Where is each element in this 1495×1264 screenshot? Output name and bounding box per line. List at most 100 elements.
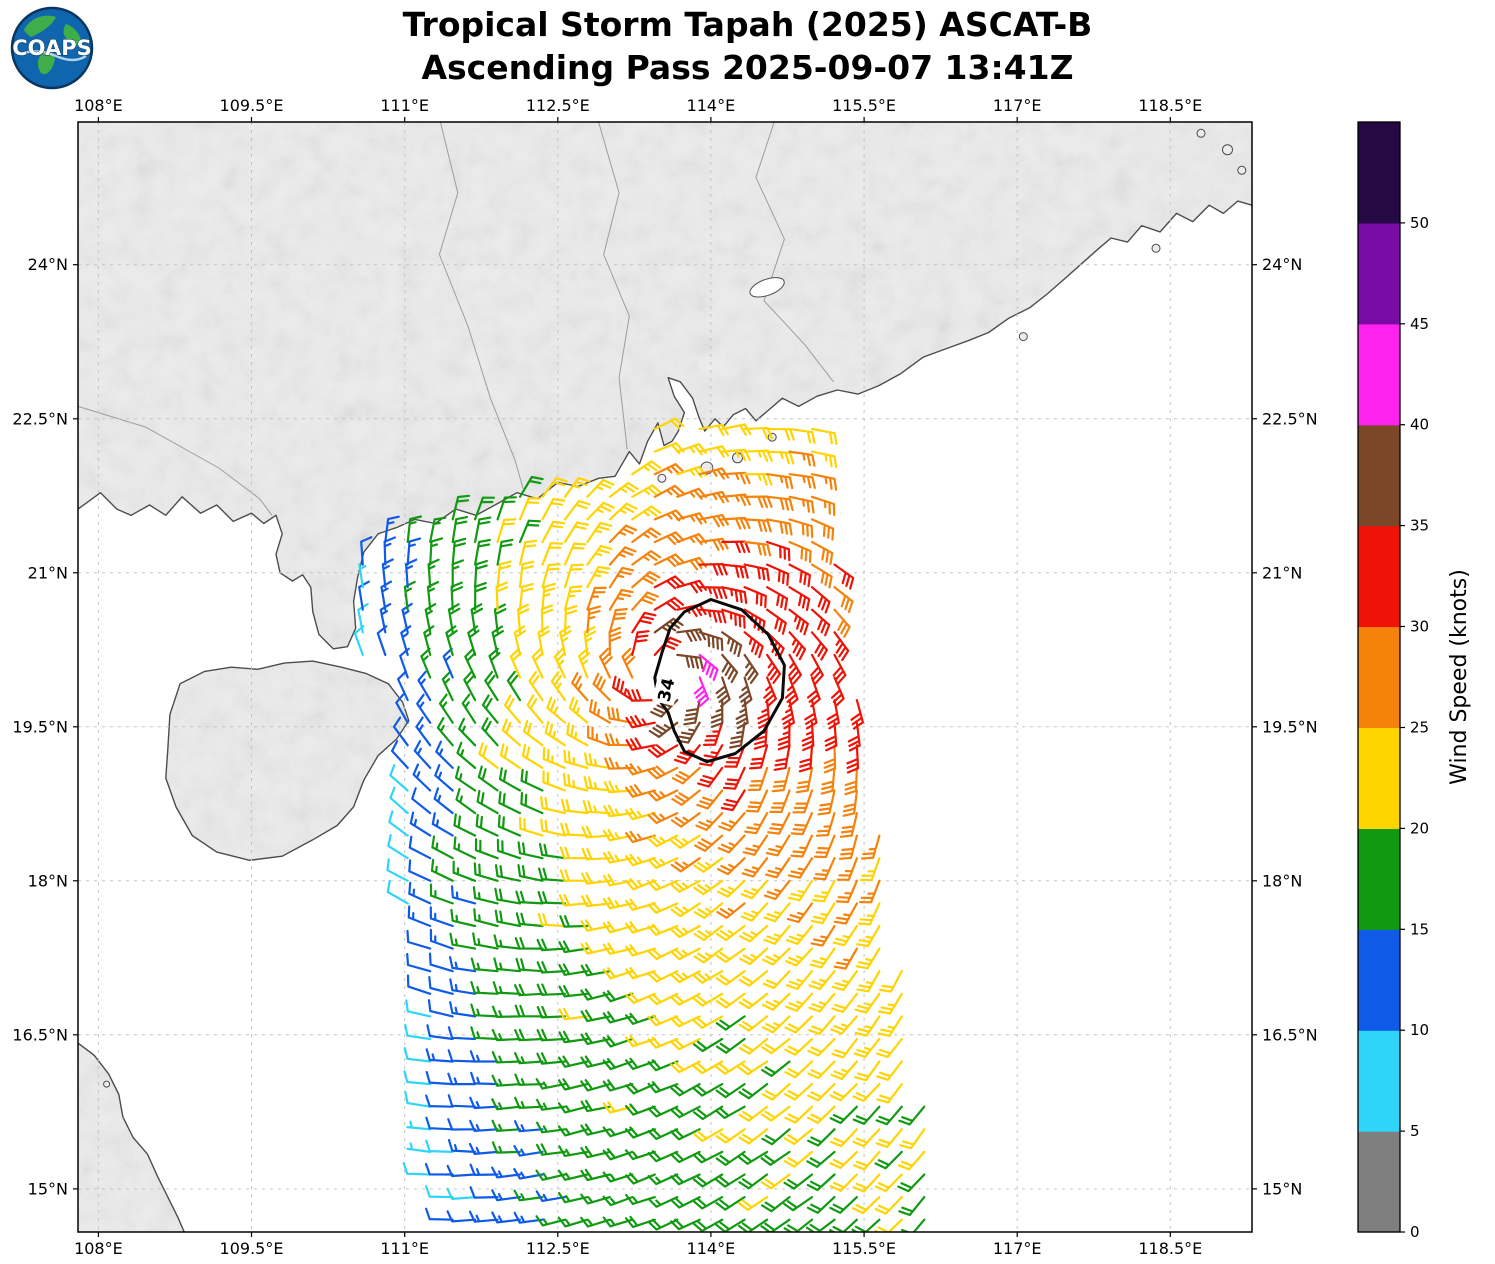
- lon-tick-label-top: 109.5°E: [220, 96, 284, 115]
- wind-barb: [384, 515, 400, 544]
- wind-barb: [389, 764, 409, 792]
- wind-barb: [762, 947, 791, 966]
- wind-barb: [738, 676, 753, 708]
- wind-barb: [715, 947, 746, 963]
- wind-barb: [449, 978, 477, 995]
- wind-barb: [608, 626, 622, 656]
- colorbar-tick-label: 0: [1410, 1223, 1420, 1241]
- lat-tick-label-right: 24°N: [1262, 255, 1302, 274]
- wind-barb: [696, 789, 724, 810]
- wind-barb: [795, 766, 814, 794]
- lon-tick-label-top: 117°E: [993, 96, 1042, 115]
- colorbar-tick-label: 45: [1410, 315, 1429, 333]
- wind-barb: [407, 905, 432, 928]
- wind-barb: [412, 763, 432, 792]
- wind-barb: [738, 1128, 769, 1145]
- wind-barb: [450, 885, 477, 905]
- wind-barb: [781, 699, 795, 730]
- wind-barb: [491, 1028, 522, 1042]
- colorbar-segment: [1358, 1131, 1400, 1233]
- wind-barb: [403, 1070, 432, 1086]
- province-border: [755, 121, 834, 383]
- wind-barb: [846, 744, 860, 774]
- island: [103, 1080, 111, 1088]
- wind-barb: [810, 653, 824, 685]
- wind-barb: [670, 1196, 701, 1209]
- wind-barb: [621, 647, 636, 679]
- wind-barb: [722, 766, 746, 790]
- wind-barb: [472, 932, 499, 950]
- wind-barb: [810, 473, 838, 491]
- wind-barb: [695, 812, 724, 831]
- wind-barb: [764, 857, 791, 879]
- wind-barb: [602, 990, 634, 1003]
- wind-barb: [625, 763, 656, 776]
- wind-barb: [528, 671, 544, 702]
- wind-barb: [536, 1028, 567, 1042]
- wind-barb: [692, 1173, 724, 1188]
- wind-barb: [540, 796, 567, 815]
- wind-barb: [740, 902, 769, 922]
- wind-barb: [602, 896, 634, 910]
- wind-barb: [670, 1037, 701, 1051]
- wind-barb: [859, 879, 881, 904]
- wind-barb: [526, 694, 544, 724]
- wind-barb: [829, 1150, 858, 1169]
- wind-barb: [874, 1196, 903, 1215]
- lat-tick-label-left: 18°N: [28, 871, 68, 890]
- wind-barb: [474, 516, 492, 544]
- wind-barb: [430, 858, 454, 882]
- wind-barb: [647, 923, 679, 936]
- wind-barb: [693, 902, 724, 919]
- wind-barb: [876, 1060, 903, 1081]
- wind-barb: [676, 556, 707, 571]
- wind-barb: [536, 938, 567, 952]
- colorbar-segment: [1358, 424, 1400, 527]
- wind-barb: [765, 834, 791, 857]
- wind-barb: [380, 580, 393, 611]
- colorbar-segment: [1358, 525, 1400, 628]
- wind-barb: [608, 608, 628, 634]
- wind-barb: [429, 906, 454, 928]
- island: [1222, 144, 1233, 156]
- wind-barb: [470, 603, 484, 634]
- lat-tick-label-left: 19.5°N: [12, 717, 68, 736]
- wind-barb: [625, 1149, 656, 1161]
- wind-barb: [395, 693, 409, 724]
- wind-barb: [413, 740, 432, 769]
- wind-barb: [693, 879, 724, 896]
- wind-barb: [606, 706, 634, 724]
- wind-barb: [603, 851, 634, 864]
- wind-barb: [625, 1035, 656, 1048]
- wind-barb: [766, 473, 794, 490]
- colorbar-frame: [1357, 121, 1401, 1233]
- wind-barb: [406, 952, 432, 973]
- wind-barb: [767, 812, 791, 835]
- wind-barb: [438, 693, 454, 724]
- wind-barb: [738, 1105, 769, 1122]
- wind-barb: [738, 1037, 769, 1055]
- wind-barb: [400, 625, 412, 656]
- wind-barb: [721, 586, 748, 604]
- wind-barb: [469, 1186, 499, 1199]
- wind-barb: [425, 1048, 454, 1063]
- wind-barb: [788, 427, 816, 445]
- wind-barb: [762, 970, 791, 990]
- wind-barb: [693, 676, 710, 708]
- wind-barb: [830, 1015, 858, 1035]
- wind-barb: [692, 1150, 724, 1164]
- wind-barb: [586, 501, 615, 521]
- wind-barb: [835, 879, 858, 904]
- wind-barb: [810, 563, 833, 589]
- wind-barb: [721, 471, 751, 485]
- wind-barb: [761, 1196, 791, 1213]
- wind-barb: [721, 540, 751, 554]
- wind-barb: [406, 515, 422, 544]
- wind-barb: [553, 647, 567, 679]
- wind-barb: [715, 924, 746, 941]
- wind-barb: [683, 699, 701, 726]
- wind-barb: [541, 477, 568, 498]
- wind-barb: [784, 1060, 814, 1079]
- wind-barb: [650, 699, 679, 718]
- wind-barb: [514, 1096, 544, 1109]
